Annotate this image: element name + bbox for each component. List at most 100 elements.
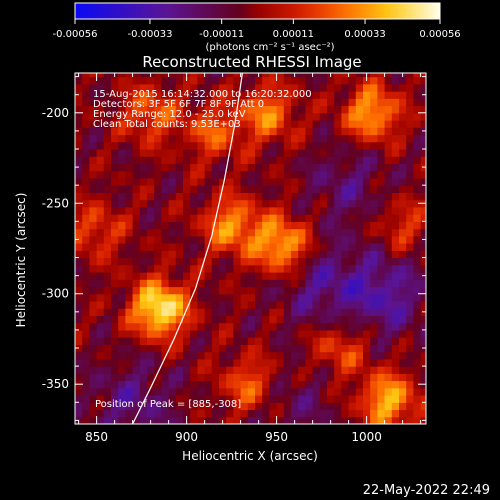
heatmap-cell — [305, 221, 314, 230]
heatmap-cell — [283, 293, 292, 302]
heatmap-cell — [233, 177, 242, 186]
heatmap-cell — [226, 98, 234, 107]
heatmap-cell — [183, 105, 191, 114]
heatmap-cell — [420, 264, 426, 273]
heatmap-cell — [82, 214, 90, 222]
heatmap-cell — [103, 112, 112, 121]
heatmap-cell — [139, 112, 148, 121]
heatmap-cell — [269, 112, 278, 121]
heatmap-cell — [75, 243, 83, 251]
heatmap-cell — [305, 177, 314, 186]
heatmap-cell — [420, 214, 426, 222]
heatmap-cell — [226, 76, 234, 85]
heatmap-cell — [197, 112, 206, 121]
heatmap-cell — [247, 272, 256, 280]
heatmap-cell — [204, 286, 213, 295]
heatmap-cell — [327, 315, 335, 324]
heatmap-cell — [269, 228, 278, 237]
heatmap-cell — [125, 112, 134, 121]
heatmap-cell — [226, 235, 234, 244]
heatmap-cell — [327, 149, 335, 157]
heatmap-cell — [111, 373, 119, 382]
heatmap-cell — [370, 134, 378, 143]
heatmap-cell — [154, 120, 162, 128]
heatmap-cell — [82, 134, 90, 143]
heatmap-cell — [219, 366, 227, 374]
heatmap-cell — [276, 380, 285, 389]
heatmap-cell — [197, 177, 206, 186]
heatmap-cell — [96, 163, 105, 172]
heatmap-cell — [276, 120, 285, 128]
heatmap-cell — [370, 272, 378, 280]
heatmap-cell — [319, 98, 328, 107]
heatmap-cell — [183, 243, 191, 251]
heatmap-cell — [276, 279, 285, 288]
heatmap-cell — [291, 387, 299, 396]
heatmap-cell — [291, 91, 299, 99]
heatmap-cell — [255, 149, 263, 157]
heatmap-cell — [219, 235, 227, 244]
heatmap-cell — [233, 264, 242, 273]
heatmap-cell — [103, 149, 112, 157]
heatmap-cell — [312, 192, 321, 201]
heatmap-cell — [269, 199, 278, 208]
heatmap-cell — [132, 228, 141, 237]
heatmap-cell — [139, 387, 148, 396]
heatmap-cell — [406, 373, 414, 382]
heatmap-cell — [118, 120, 126, 128]
heatmap-cell — [391, 344, 400, 353]
heatmap-cell — [247, 76, 256, 85]
heatmap-cell — [413, 373, 422, 382]
heatmap-cell — [211, 91, 220, 99]
heatmap-cell — [255, 185, 263, 193]
heatmap-cell — [118, 243, 126, 251]
heatmap-cell — [334, 366, 342, 374]
heatmap-cell — [283, 127, 292, 136]
heatmap-cell — [319, 250, 328, 259]
heatmap-cell — [413, 257, 422, 266]
heatmap-cell — [276, 221, 285, 230]
heatmap-cell — [406, 235, 414, 244]
heatmap-cell — [240, 214, 249, 222]
heatmap-cell — [413, 214, 422, 222]
heatmap-cell — [197, 272, 206, 280]
heatmap-cell — [377, 127, 386, 136]
heatmap-cell — [420, 322, 426, 331]
heatmap-cell — [211, 257, 220, 266]
heatmap-cell — [139, 76, 148, 85]
heatmap-cell — [240, 243, 249, 251]
heatmap-cell — [377, 387, 386, 396]
heatmap-cell — [154, 141, 162, 150]
heatmap-cell — [420, 105, 426, 114]
heatmap-cell — [240, 105, 249, 114]
heatmap-cell — [370, 83, 378, 92]
heatmap-cell — [204, 308, 213, 316]
heatmap-cell — [283, 206, 292, 215]
heatmap-cell — [269, 308, 278, 316]
heatmap-cell — [291, 344, 299, 353]
heatmap-cell — [305, 243, 314, 251]
heatmap-cell — [204, 76, 213, 85]
heatmap-cell — [175, 185, 184, 193]
heatmap-cell — [190, 308, 198, 316]
heatmap-cell — [183, 149, 191, 157]
heatmap-cell — [363, 206, 371, 215]
heatmap-cell — [247, 149, 256, 157]
heatmap-cell — [118, 250, 126, 259]
heatmap-cell — [82, 286, 90, 295]
heatmap-cell — [348, 315, 357, 324]
heatmap-cell — [370, 163, 378, 172]
heatmap-cell — [219, 192, 227, 201]
heatmap-cell — [139, 141, 148, 150]
heatmap-cell — [269, 76, 278, 85]
heatmap-cell — [276, 250, 285, 259]
heatmap-cell — [327, 185, 335, 193]
heatmap-cell — [348, 98, 357, 107]
heatmap-cell — [391, 402, 400, 411]
heatmap-cell — [327, 192, 335, 201]
heatmap-cell — [103, 322, 112, 331]
heatmap-cell — [262, 279, 270, 288]
heatmap-cell — [197, 308, 206, 316]
heatmap-cell — [132, 301, 141, 309]
heatmap-cell — [103, 416, 112, 424]
